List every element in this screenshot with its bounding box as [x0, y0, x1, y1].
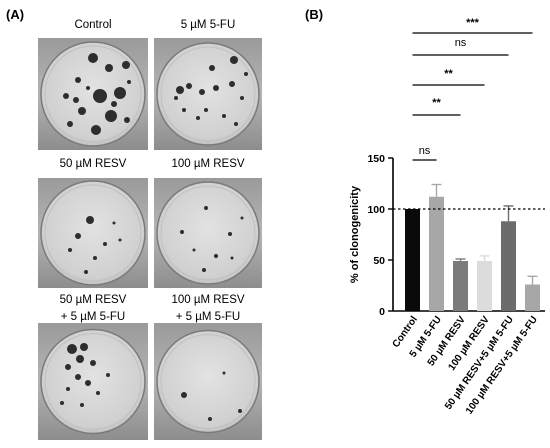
significance-label: ns [419, 145, 431, 157]
y-tick-label: 100 [367, 204, 385, 216]
y-tick-label: 50 [373, 255, 385, 267]
culture-plate: 50 µM RESV + 5 µM 5-FU [38, 294, 148, 440]
bar [501, 221, 516, 311]
culture-plate: 100 µM RESV [154, 158, 262, 288]
plate-caption: 5 µM 5-FU [181, 19, 236, 31]
plate-caption: + 5 µM 5-FU [176, 311, 240, 323]
panel-b-label: (B) [305, 7, 323, 22]
plate-grid: Control 5 µM 5-FU 50 µM RESV 100 µM RESV 50 … [38, 19, 262, 440]
bar [429, 196, 444, 311]
culture-plate: Control [38, 19, 148, 150]
culture-plate: 50 µM RESV [38, 158, 148, 288]
culture-plate: 5 µM 5-FU [154, 19, 262, 150]
significance-label: *** [466, 17, 480, 29]
plate-caption: 50 µM RESV [60, 294, 127, 306]
plate-caption: 50 µM RESV [60, 158, 127, 170]
plate-caption: + 5 µM 5-FU [61, 311, 125, 323]
significance-label: ** [444, 68, 453, 80]
y-tick-label: 0 [379, 306, 385, 318]
culture-plate: 100 µM RESV + 5 µM 5-FU [154, 294, 262, 440]
plate-caption: 100 µM RESV [171, 158, 244, 170]
significance-label: ns [455, 37, 467, 49]
bar [477, 261, 492, 311]
plate-caption: 100 µM RESV [171, 294, 244, 306]
y-axis-title: % of clonogenicity [349, 185, 361, 283]
plate-caption: Control [74, 19, 111, 31]
bar [453, 261, 468, 311]
significance-label: ** [432, 97, 441, 109]
panel-a: (A) Control 5 µM 5-FU 50 µM RESV 100 µM RES… [6, 7, 262, 440]
y-tick-label: 150 [367, 153, 385, 165]
panel-a-label: (A) [6, 7, 24, 22]
bar [525, 284, 540, 311]
bar [405, 209, 420, 311]
